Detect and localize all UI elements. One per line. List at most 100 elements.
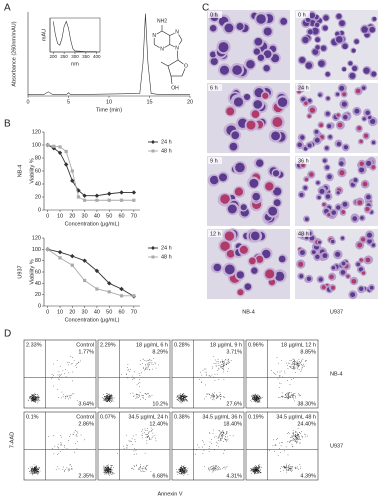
event [298,439,299,440]
event [128,440,130,442]
event [186,471,187,473]
event [253,396,255,397]
event [36,468,38,470]
nucleus [300,250,305,255]
event [287,454,289,456]
event [108,469,110,470]
marker [95,287,99,291]
event [289,396,291,398]
event [37,397,38,398]
event [103,398,105,400]
event [218,379,220,380]
event [257,395,258,397]
nucleus [331,285,335,290]
event [182,398,183,400]
event [180,467,182,469]
event [111,468,113,470]
event [222,430,224,431]
event [213,468,215,470]
event [187,396,188,397]
event [135,450,137,451]
event [288,469,289,471]
nucleus [303,146,308,151]
nucleus [246,120,256,130]
event [185,396,186,397]
event [133,469,135,470]
event [285,397,287,398]
event [37,469,38,471]
event [145,364,146,365]
nucleus [272,170,280,177]
event [177,396,178,397]
event [136,465,137,467]
event [39,396,40,398]
event [145,433,147,435]
event [292,366,294,368]
nucleus [337,122,343,128]
event [205,371,207,373]
quadrant-ur: 8.29% [152,349,168,355]
event [60,445,62,446]
event [106,398,107,399]
event [282,396,283,398]
event [111,397,113,398]
event [180,396,181,398]
event [186,470,188,471]
event [103,465,105,467]
event [108,397,109,398]
bond [181,65,187,77]
label-bg [208,230,222,237]
event [31,399,33,401]
event [181,468,183,470]
event [145,469,147,470]
nucleus [268,206,278,216]
event [182,396,184,397]
event [216,468,218,470]
event [148,432,150,433]
event [219,365,221,366]
event [226,439,228,441]
event [132,444,134,445]
event [253,393,255,395]
event [71,468,73,470]
event [178,470,180,472]
event [216,394,217,396]
event [280,466,282,467]
event [259,400,261,402]
event [259,396,261,398]
event [293,393,295,394]
legend-label: 24 h [161,245,172,251]
event [112,473,113,475]
event [183,397,185,398]
event [181,472,183,473]
event [290,469,291,471]
nucleus [365,206,370,212]
event [32,398,34,399]
event [109,400,111,401]
event [252,396,254,397]
nucleus [339,20,345,27]
event [154,362,156,364]
event [288,470,289,471]
event [80,360,81,362]
event [186,399,187,401]
event [209,432,210,433]
event [220,436,222,438]
event [108,464,109,466]
nucleus [359,258,363,262]
event [219,396,221,397]
nucleus [365,110,370,116]
event [222,366,224,367]
event [284,466,285,468]
event [219,440,221,442]
event [139,395,140,397]
event [31,400,33,402]
event [184,470,186,472]
event [110,398,112,400]
event [260,472,262,473]
event [300,466,302,468]
nucleus [343,114,348,120]
event [184,473,185,475]
event [217,362,219,364]
event [140,359,141,361]
